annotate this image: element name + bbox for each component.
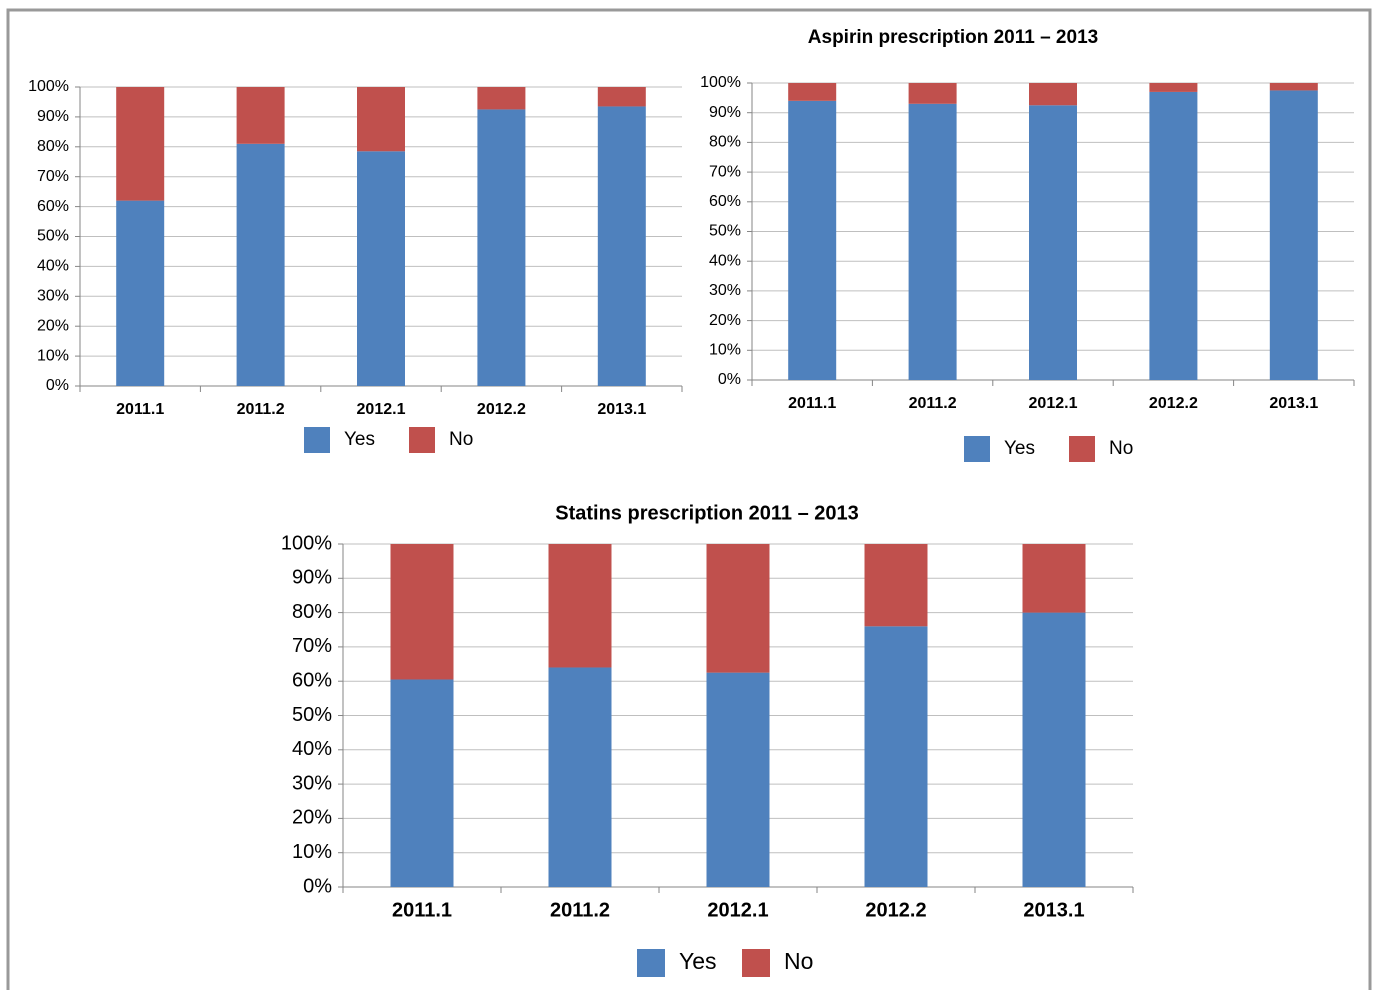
bar-segment bbox=[1022, 544, 1086, 613]
x-tick-label: 2013.1 bbox=[597, 401, 646, 418]
bar-segment bbox=[1149, 83, 1198, 92]
y-tick-label: 20% bbox=[709, 312, 741, 329]
bar-segment bbox=[706, 672, 770, 887]
bar-segment bbox=[908, 103, 957, 380]
legend-label: No bbox=[1109, 438, 1133, 459]
bar-segment bbox=[597, 87, 646, 107]
y-tick-label: 70% bbox=[37, 168, 69, 185]
y-tick-label: 40% bbox=[37, 258, 69, 275]
x-tick-label: 2012.1 bbox=[1029, 395, 1078, 412]
y-tick-label: 60% bbox=[292, 669, 332, 691]
bar-segment bbox=[548, 544, 612, 668]
y-tick-label: 10% bbox=[37, 347, 69, 364]
y-tick-label: 40% bbox=[709, 252, 741, 269]
y-tick-label: 100% bbox=[700, 74, 741, 91]
x-tick-label: 2012.1 bbox=[357, 401, 406, 418]
y-tick-label: 50% bbox=[292, 704, 332, 726]
legend-swatch bbox=[742, 949, 770, 977]
chart-title: Aspirin prescription 2011 – 2013 bbox=[808, 27, 1098, 48]
bar-segment bbox=[1029, 83, 1077, 106]
y-tick-label: 70% bbox=[709, 163, 741, 180]
x-tick-label: 2011.2 bbox=[237, 401, 285, 418]
bar-segment bbox=[477, 87, 526, 110]
x-tick-label: 2011.1 bbox=[392, 899, 452, 921]
x-tick-label: 2011.1 bbox=[788, 395, 836, 412]
bar-segment bbox=[357, 87, 405, 152]
y-tick-label: 80% bbox=[37, 138, 69, 155]
y-tick-label: 0% bbox=[718, 371, 741, 388]
legend-swatch bbox=[964, 436, 990, 462]
y-tick-label: 100% bbox=[28, 78, 69, 95]
y-tick-label: 30% bbox=[37, 288, 69, 305]
legend-label: Yes bbox=[344, 429, 375, 450]
legend-swatch bbox=[409, 427, 435, 453]
y-tick-label: 40% bbox=[292, 738, 332, 760]
chart-title: Statins prescription 2011 – 2013 bbox=[555, 502, 859, 524]
x-tick-label: 2012.2 bbox=[477, 401, 526, 418]
y-tick-label: 70% bbox=[292, 635, 332, 657]
x-tick-label: 2011.2 bbox=[909, 395, 957, 412]
bar-segment bbox=[390, 679, 454, 887]
x-tick-label: 2012.2 bbox=[1149, 395, 1198, 412]
bar-segment bbox=[864, 626, 928, 887]
y-tick-label: 90% bbox=[292, 567, 332, 589]
bar-segment bbox=[788, 83, 837, 101]
y-tick-label: 100% bbox=[281, 532, 332, 554]
y-tick-label: 80% bbox=[709, 134, 741, 151]
bar-segment bbox=[1149, 91, 1198, 380]
y-tick-label: 0% bbox=[303, 875, 332, 897]
y-tick-label: 30% bbox=[292, 772, 332, 794]
x-tick-label: 2012.2 bbox=[865, 899, 926, 921]
y-tick-label: 90% bbox=[709, 104, 741, 121]
bar-segment bbox=[706, 544, 770, 673]
y-tick-label: 50% bbox=[37, 228, 69, 245]
legend-label: No bbox=[449, 429, 473, 450]
bar-segment bbox=[1269, 90, 1318, 381]
y-tick-label: 60% bbox=[37, 198, 69, 215]
bar-segment bbox=[1269, 83, 1318, 91]
legend-swatch bbox=[1069, 436, 1095, 462]
bar-segment bbox=[1029, 105, 1077, 381]
frame-border bbox=[6, 8, 1372, 990]
legend-swatch bbox=[304, 427, 330, 453]
bar-segment bbox=[236, 143, 285, 386]
y-tick-label: 0% bbox=[46, 377, 69, 394]
bar-segment bbox=[357, 151, 405, 386]
legend-label: Yes bbox=[679, 948, 717, 974]
bar-segment bbox=[116, 200, 165, 386]
x-tick-label: 2013.1 bbox=[1269, 395, 1318, 412]
y-tick-label: 10% bbox=[709, 342, 741, 359]
y-tick-label: 60% bbox=[709, 193, 741, 210]
bar-segment bbox=[908, 83, 957, 104]
y-tick-label: 30% bbox=[709, 282, 741, 299]
bar-segment bbox=[116, 87, 165, 201]
legend-label: No bbox=[784, 948, 813, 974]
y-tick-label: 90% bbox=[37, 108, 69, 125]
y-tick-label: 50% bbox=[709, 223, 741, 240]
bar-segment bbox=[864, 544, 928, 627]
bar-segment bbox=[1022, 612, 1086, 887]
y-tick-label: 20% bbox=[292, 807, 332, 829]
y-tick-label: 10% bbox=[292, 841, 332, 863]
x-tick-label: 2011.1 bbox=[116, 401, 164, 418]
x-tick-label: 2012.1 bbox=[707, 899, 768, 921]
y-tick-label: 20% bbox=[37, 317, 69, 334]
y-tick-label: 80% bbox=[292, 601, 332, 623]
bar-segment bbox=[390, 544, 454, 680]
bar-segment bbox=[597, 106, 646, 386]
bar-segment bbox=[477, 109, 526, 387]
bar-segment bbox=[788, 100, 837, 380]
x-tick-label: 2011.2 bbox=[550, 899, 610, 921]
legend-swatch bbox=[637, 949, 665, 977]
x-tick-label: 2013.1 bbox=[1023, 899, 1084, 921]
legend-label: Yes bbox=[1004, 438, 1035, 459]
bar-segment bbox=[236, 87, 285, 144]
bar-segment bbox=[548, 667, 612, 887]
